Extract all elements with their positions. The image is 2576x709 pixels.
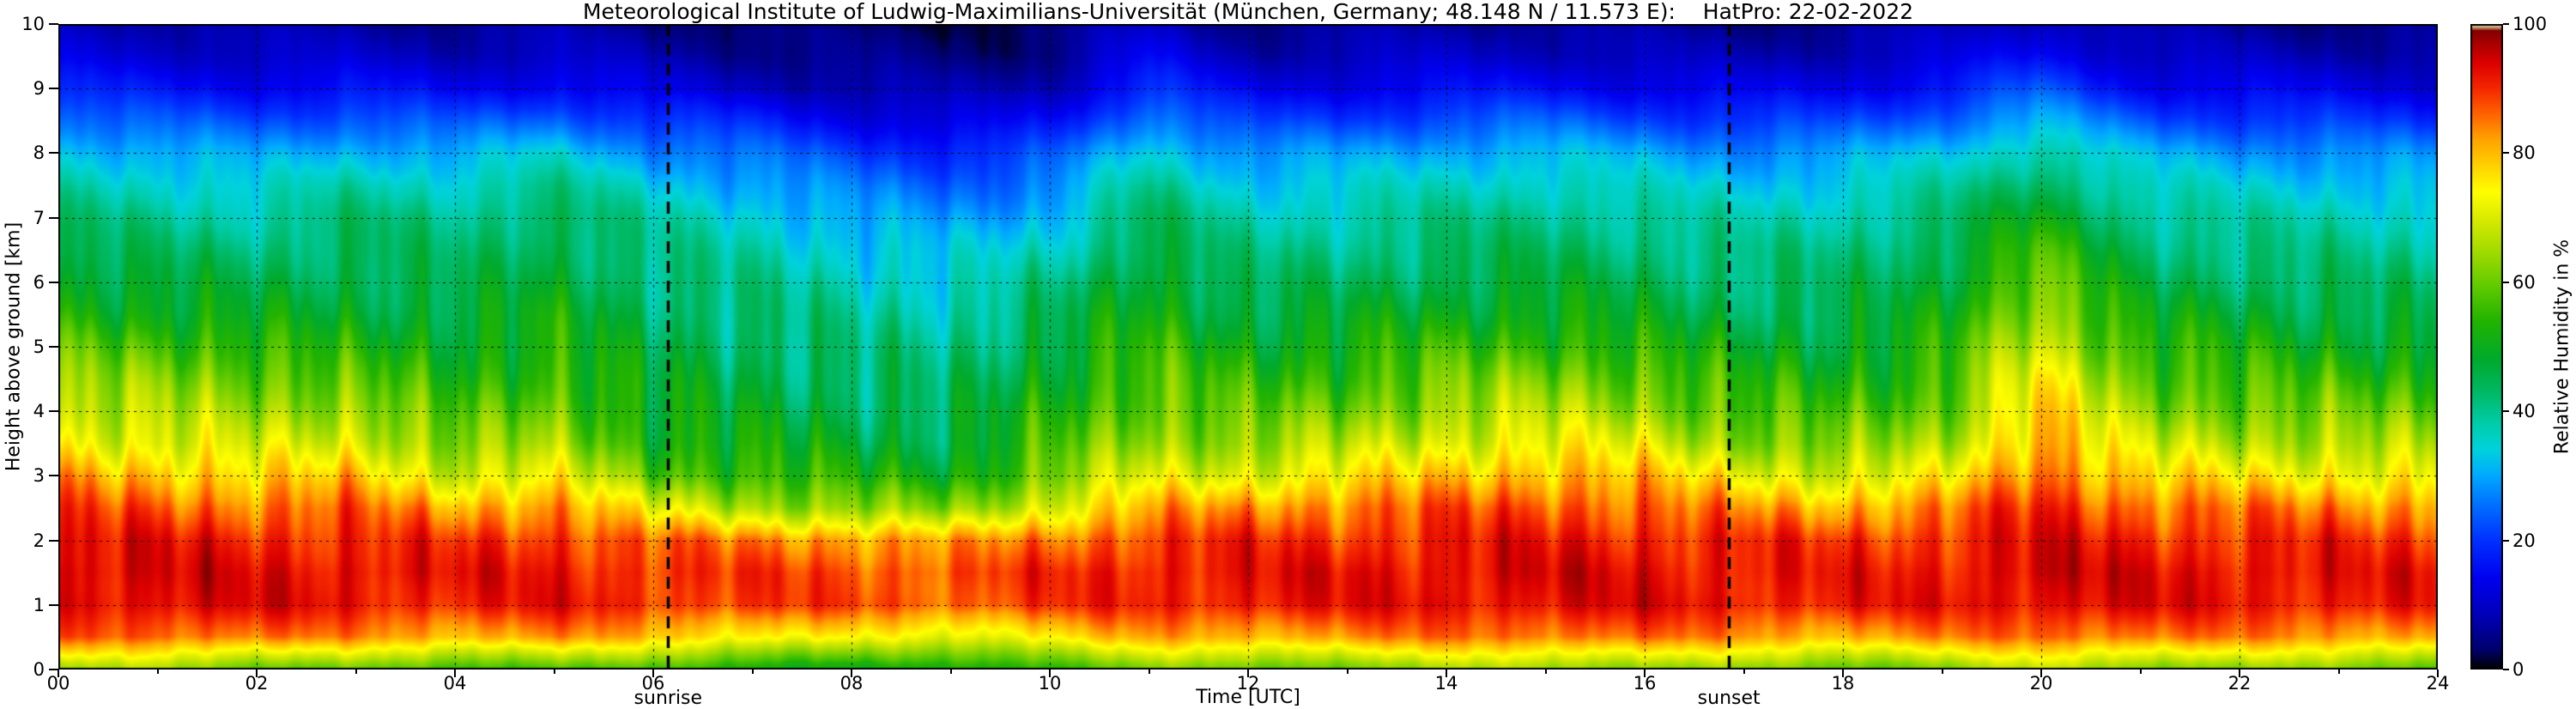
chart-title: Meteorological Institute of Ludwig-Maxim… — [582, 0, 1914, 24]
y-tick-label: 10 — [21, 14, 45, 34]
x-minor-tick-mark — [2337, 670, 2340, 674]
x-tick-mark — [58, 670, 59, 677]
x-tick-mark — [1644, 670, 1646, 677]
x-tick-label: 22 — [2227, 673, 2252, 694]
x-tick-label: 06 — [641, 673, 665, 694]
x-tick-mark — [1842, 670, 1844, 677]
colorbar-tick-mark — [2503, 539, 2509, 542]
y-tick-label: 4 — [33, 401, 45, 422]
y-tick-mark — [49, 23, 58, 25]
colorbar-tick-mark — [2503, 23, 2509, 25]
sunrise-label: sunrise — [633, 688, 703, 709]
colorbar-tick-label: 100 — [2512, 14, 2548, 34]
y-tick-label: 1 — [33, 594, 45, 615]
colorbar-gradient — [2470, 24, 2503, 670]
x-tick-mark — [2437, 670, 2439, 677]
x-axis-label: Time [UTC] — [1196, 687, 1300, 708]
x-tick-mark — [454, 670, 456, 677]
x-tick-mark — [851, 670, 852, 677]
x-minor-tick-mark — [751, 670, 754, 674]
y-tick-mark — [49, 539, 58, 542]
colorbar-tick-label: 0 — [2512, 659, 2524, 680]
y-tick-mark — [49, 152, 58, 155]
y-tick-mark — [49, 346, 58, 348]
x-minor-tick-mark — [949, 670, 952, 674]
x-tick-mark — [652, 670, 654, 677]
y-tick-label: 0 — [33, 659, 45, 680]
x-tick-mark — [2239, 670, 2240, 677]
y-tick-label: 9 — [33, 78, 45, 100]
x-minor-tick-mark — [1743, 670, 1745, 674]
y-tick-mark — [49, 603, 58, 606]
x-tick-mark — [1446, 670, 1447, 677]
x-tick-label: 20 — [2029, 673, 2053, 694]
colorbar-label: Relative Humidity in % — [2551, 239, 2573, 455]
sunset-label: sunset — [1697, 688, 1761, 709]
x-tick-mark — [1049, 670, 1051, 677]
x-tick-label: 04 — [443, 673, 467, 694]
x-tick-mark — [2040, 670, 2042, 677]
x-tick-label: 18 — [1831, 673, 1855, 694]
x-minor-tick-mark — [1544, 670, 1547, 674]
colorbar-tick-label: 80 — [2512, 142, 2536, 164]
x-minor-tick-mark — [1941, 670, 1943, 674]
x-tick-label: 10 — [1038, 673, 1062, 694]
colorbar-tick-label: 60 — [2512, 271, 2536, 293]
y-tick-label: 5 — [33, 336, 45, 357]
y-tick-label: 7 — [33, 207, 45, 228]
y-tick-mark — [49, 88, 58, 90]
colorbar-tick-mark — [2503, 281, 2509, 283]
x-tick-label: 14 — [1434, 673, 1458, 694]
colorbar-tick-label: 40 — [2512, 401, 2536, 422]
x-tick-mark — [1247, 670, 1249, 677]
y-tick-mark — [49, 475, 58, 477]
x-tick-label: 08 — [839, 673, 864, 694]
colorbar-tick-mark — [2503, 669, 2509, 670]
x-minor-tick-mark — [1148, 670, 1150, 674]
colorbar-tick-mark — [2503, 152, 2509, 155]
y-tick-mark — [49, 281, 58, 283]
y-tick-label: 6 — [33, 271, 45, 293]
x-tick-label: 16 — [1633, 673, 1657, 694]
x-minor-tick-mark — [553, 670, 555, 674]
x-tick-label: 02 — [245, 673, 269, 694]
x-tick-label: 24 — [2426, 673, 2450, 694]
colorbar-tick-label: 20 — [2512, 530, 2536, 551]
x-minor-tick-mark — [156, 670, 159, 674]
y-tick-label: 8 — [33, 142, 45, 164]
y-tick-mark — [49, 669, 58, 670]
humidity-heatmap-canvas — [58, 24, 2438, 670]
y-tick-label: 3 — [33, 465, 45, 487]
x-tick-mark — [256, 670, 258, 677]
y-tick-mark — [49, 410, 58, 413]
x-minor-tick-mark — [355, 670, 357, 674]
x-minor-tick-mark — [1346, 670, 1349, 674]
x-tick-label: 12 — [1236, 673, 1260, 694]
colorbar-tick-mark — [2503, 410, 2509, 413]
y-tick-label: 2 — [33, 530, 45, 551]
y-tick-mark — [49, 216, 58, 219]
x-minor-tick-mark — [2139, 670, 2142, 674]
x-tick-label: 00 — [46, 673, 70, 694]
